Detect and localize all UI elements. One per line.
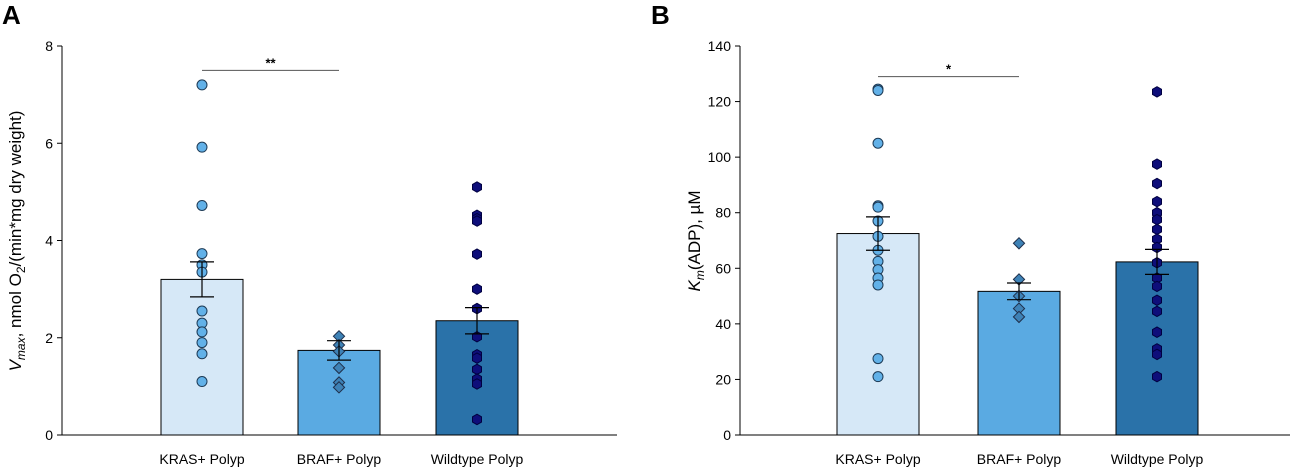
y-tick-label: 20 (715, 371, 731, 387)
y-tick-label: 140 (708, 38, 732, 54)
y-tick-label: 0 (45, 427, 53, 443)
point-kras (196, 141, 208, 153)
x-tick-label: KRAS+ Polyp (159, 451, 244, 467)
point-wildtype (472, 215, 482, 227)
y-tick-label: 6 (45, 135, 53, 151)
y-axis-title: Km(ADP), µM (685, 190, 707, 291)
y-tick-label: 100 (708, 149, 732, 165)
point-kras (872, 84, 884, 96)
y-tick-label: 2 (45, 330, 53, 346)
point-wildtype (1152, 294, 1162, 307)
point-wildtype (1152, 195, 1162, 208)
point-wildtype (472, 181, 482, 193)
point-kras (872, 201, 884, 213)
point-kras (872, 371, 884, 383)
point-wildtype (472, 352, 482, 364)
point-braf (1012, 236, 1026, 250)
point-wildtype (1152, 241, 1162, 254)
significance-label: ** (265, 55, 276, 70)
x-tick-label: Wildtype Polyp (1111, 451, 1204, 467)
point-kras (196, 199, 208, 211)
point-kras (196, 326, 208, 338)
point-wildtype (472, 413, 482, 426)
point-braf (1012, 310, 1026, 324)
ylabel-rest: , nmol O (6, 273, 25, 337)
x-tick-label: KRAS+ Polyp (835, 451, 920, 467)
point-wildtype (472, 248, 482, 260)
y-tick-label: 80 (715, 205, 731, 221)
point-wildtype (1152, 233, 1162, 245)
y-tick-label: 40 (715, 316, 731, 332)
y-tick-label: 4 (45, 233, 53, 249)
point-wildtype (472, 363, 482, 376)
ylabel-sub: m (693, 270, 707, 280)
panel-letter: A (2, 0, 21, 30)
y-tick-label: 120 (708, 94, 732, 110)
x-tick-label: BRAF+ Polyp (297, 451, 382, 467)
ylabel-sub2: 2 (14, 266, 28, 273)
point-kras (196, 348, 208, 360)
point-kras (196, 248, 208, 260)
point-kras (196, 79, 208, 91)
point-wildtype (1152, 280, 1162, 293)
point-wildtype (1152, 86, 1162, 98)
point-kras (196, 376, 208, 388)
point-kras (872, 137, 884, 149)
point-wildtype (1152, 223, 1162, 236)
point-wildtype (1152, 158, 1162, 170)
ylabel-end: /(min*mg dry weight) (6, 111, 25, 267)
ylabel-main: K (685, 280, 704, 292)
ylabel-rest: (ADP), µM (685, 190, 704, 270)
ylabel-main: V (6, 358, 25, 371)
y-axis-title: Vmax, nmol O2/(min*mg dry weight) (6, 111, 28, 372)
y-tick-label: 60 (715, 260, 731, 276)
point-wildtype (1152, 213, 1162, 226)
point-wildtype (1152, 348, 1162, 361)
point-braf (332, 361, 346, 375)
panel-letter: B (651, 0, 670, 30)
ylabel-sub: max (14, 336, 28, 360)
point-wildtype (1152, 305, 1162, 318)
y-tick-label: 0 (723, 427, 731, 443)
significance-label: * (946, 62, 952, 77)
x-tick-label: BRAF+ Polyp (977, 451, 1062, 467)
panel-b: B Km(ADP), µM 0 20 40 60 80 100 120 140 KRAS+ Po… (651, 0, 1290, 467)
point-kras (872, 353, 884, 365)
point-wildtype (472, 378, 482, 390)
x-tick-label: Wildtype Polyp (431, 451, 524, 467)
point-wildtype (1152, 326, 1162, 338)
point-wildtype (472, 283, 482, 295)
point-kras (196, 337, 208, 349)
panel-a: A Vmax, nmol O2/(min*mg dry weight) 0246… (2, 0, 617, 467)
point-kras (196, 305, 208, 317)
point-wildtype (1152, 370, 1162, 383)
point-kras (872, 279, 884, 291)
point-wildtype (1152, 177, 1162, 190)
y-tick-label: 8 (45, 38, 53, 54)
point-braf (332, 381, 346, 394)
